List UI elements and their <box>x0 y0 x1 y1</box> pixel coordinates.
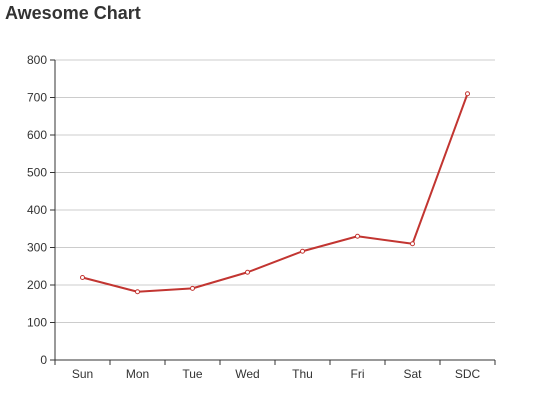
grid-lines <box>55 59 495 323</box>
y-tick-label: 200 <box>27 278 47 292</box>
y-tick-label: 500 <box>27 166 47 180</box>
y-tick-label: 300 <box>27 241 47 255</box>
data-point[interactable] <box>300 248 305 254</box>
y-tick-label: 600 <box>27 128 47 142</box>
data-point[interactable] <box>245 269 250 275</box>
y-tick-label: 800 <box>27 53 47 67</box>
data-point[interactable] <box>135 289 140 295</box>
data-point[interactable] <box>410 241 415 247</box>
x-tick-label: Fri <box>351 367 365 381</box>
y-tick-label: 700 <box>27 91 47 105</box>
series-line <box>82 93 469 293</box>
data-point[interactable] <box>80 275 85 280</box>
axes: 0 100 200 300 400 500 600 700 800 Sun Mon Tue Wed Thu… <box>27 53 496 381</box>
x-tick-label: Sat <box>403 367 422 381</box>
data-points <box>80 91 470 295</box>
y-tick-label: 0 <box>40 353 47 367</box>
y-tick-label: 400 <box>27 203 47 217</box>
data-point[interactable] <box>465 91 470 97</box>
x-tick-label: Mon <box>126 367 149 381</box>
y-tick-label: 100 <box>27 316 47 330</box>
x-tick-label: Sun <box>72 367 93 381</box>
data-point[interactable] <box>355 233 360 239</box>
x-tick-label: Tue <box>182 367 203 381</box>
series-layer <box>82 93 469 293</box>
data-point[interactable] <box>190 285 195 291</box>
x-tick-label: Thu <box>292 367 313 381</box>
x-tick-label: SDC <box>455 367 481 381</box>
chart-title: Awesome Chart <box>5 3 141 23</box>
x-tick-label: Wed <box>235 367 259 381</box>
